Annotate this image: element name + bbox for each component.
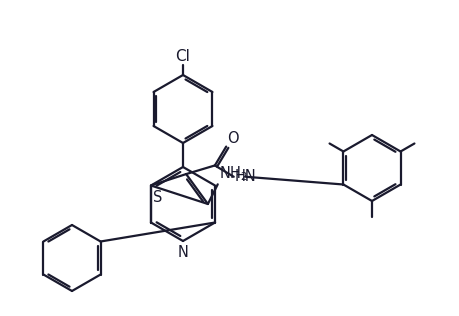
Text: HN: HN [234, 169, 256, 184]
Text: N: N [177, 245, 188, 260]
Text: Cl: Cl [175, 49, 190, 64]
Text: NH$_2$: NH$_2$ [218, 165, 247, 183]
Text: S: S [153, 191, 162, 205]
Text: O: O [227, 131, 238, 146]
